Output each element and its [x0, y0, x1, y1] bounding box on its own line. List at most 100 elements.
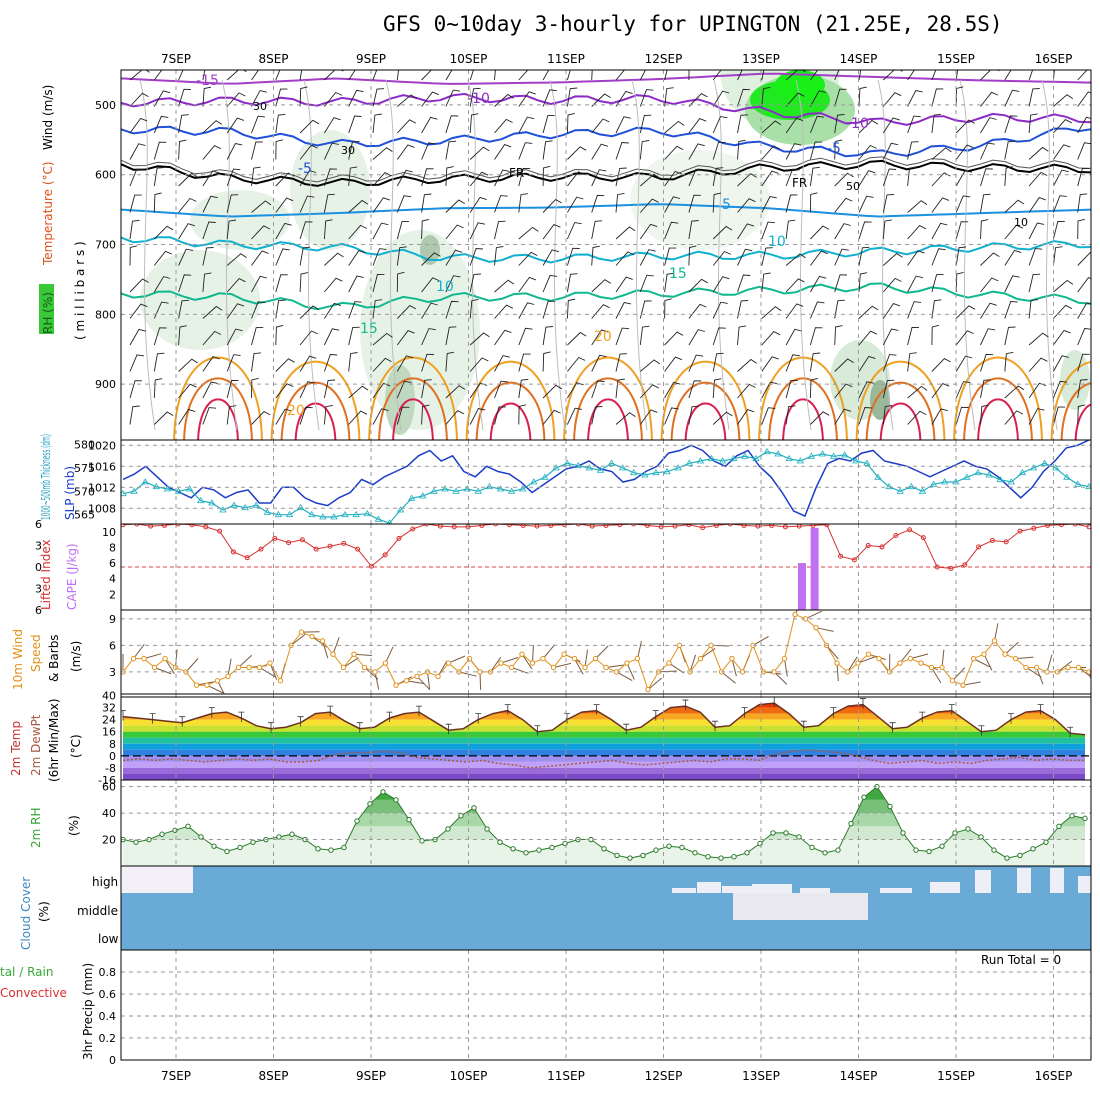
precip-ylabels: tal / Rain Convective 3hr Precip (mm) Ru… [0, 953, 1061, 1060]
wind-barb [980, 219, 989, 240]
wind-barb [737, 70, 743, 81]
wind-barb [1077, 379, 1088, 399]
wind-barb [809, 115, 825, 134]
lifted-index-marker [230, 549, 236, 555]
wind-barb [712, 116, 728, 134]
contour-label-m10: -10 [467, 91, 490, 107]
thickness-marker [652, 468, 660, 476]
rh-marker [900, 830, 906, 836]
thickness-marker [230, 501, 238, 508]
wind10-barb [595, 645, 609, 659]
wind-barb [761, 221, 775, 240]
isotherm-loop [465, 360, 556, 440]
wind-barb [226, 168, 241, 187]
wind-barb [202, 330, 222, 346]
rh-marker [497, 839, 503, 845]
wind-barb [615, 167, 627, 187]
wind-barb [882, 168, 897, 187]
lifted-index-marker [355, 546, 361, 552]
isotherm-loop [1074, 403, 1091, 440]
wind10-marker [571, 655, 578, 662]
wind10-barb [647, 677, 663, 690]
panel-frame [120, 949, 1092, 1061]
rh-band-group [123, 786, 1085, 866]
wind-barb [567, 171, 586, 187]
wind10-marker [235, 664, 242, 671]
wind-barb [1004, 410, 1024, 425]
wind-barb [421, 116, 438, 134]
wind10-barb [1015, 656, 1034, 660]
wind10-marker [949, 678, 956, 684]
isotherm-loop [953, 356, 1043, 440]
wind-barb [639, 274, 654, 293]
tick-label: 24 [102, 714, 116, 727]
contour-label-p5: 5 [722, 197, 731, 213]
wind10-marker [918, 660, 924, 666]
wind-barb [591, 93, 611, 107]
wind-barb [494, 169, 510, 187]
rh-contour [385, 79, 402, 431]
date-label: 7SEP [161, 1069, 191, 1083]
wind-barb [882, 328, 899, 346]
lifted-index-marker [121, 524, 126, 528]
wind-barb [591, 279, 612, 293]
wind-barb [980, 193, 991, 213]
tick-label: 1008 [88, 502, 116, 515]
thickness-marker [474, 487, 483, 494]
wind-barb [129, 245, 138, 266]
wind-barb [834, 223, 851, 240]
lifted-index-marker [644, 524, 650, 528]
rh-marker [315, 846, 321, 852]
tick-label: 10 [102, 526, 116, 539]
wind-barb [980, 328, 996, 346]
temp-minmax-bar [1067, 726, 1074, 738]
wind-barb [980, 168, 993, 187]
wind-barb [445, 326, 457, 346]
wind-barb [591, 118, 610, 134]
wind-barb [421, 91, 440, 107]
chart-title: GFS 0~10day 3-hourly for UPINGTON (21.25… [383, 12, 1003, 36]
wind10-marker [634, 655, 641, 662]
isotherm-loop [270, 360, 361, 440]
ylabel-cloud-unit: (%) [37, 901, 51, 922]
wind-barb [955, 381, 971, 399]
wind-barb [469, 70, 474, 81]
wind-barb [153, 192, 162, 213]
wind-barb [1077, 168, 1090, 187]
wind10-marker [372, 669, 378, 675]
thickness-marker [319, 513, 327, 520]
wind-barb [518, 193, 528, 213]
wind-barb [907, 301, 922, 319]
wind-barb [445, 275, 461, 293]
wind-barb [153, 167, 165, 187]
wind-barb [1077, 70, 1088, 81]
wind-barb [1053, 279, 1074, 293]
wind10-marker [708, 642, 714, 649]
thickness-marker [452, 487, 460, 494]
wind10-barb [847, 656, 858, 673]
wind-barb [591, 194, 605, 213]
wind-barb [324, 91, 343, 107]
tick-label: 500 [95, 99, 116, 112]
tick-label: 1012 [88, 481, 116, 494]
rh-marker [991, 847, 997, 853]
rh-marker [562, 840, 568, 847]
wind-barb [858, 86, 867, 107]
date-label: 7SEP [161, 52, 191, 66]
wind-barb [372, 172, 392, 187]
wind-barb [251, 70, 260, 81]
wind-barb [323, 142, 339, 160]
lifted-index-marker [879, 544, 885, 550]
wind10-barb [605, 664, 624, 668]
wind-barb [785, 354, 800, 372]
rh2m-ylabels: 2m RH (%) [29, 808, 81, 849]
wind10-barb [941, 649, 945, 668]
tick-label: 40 [102, 807, 116, 820]
wind-barb [980, 117, 997, 134]
tick-label: 60 [102, 781, 116, 794]
wind-barb [834, 139, 843, 160]
thickness-marker [519, 485, 527, 492]
lifted-index-marker [161, 524, 167, 528]
wind10-marker [960, 682, 966, 688]
wind-barb [591, 220, 603, 240]
